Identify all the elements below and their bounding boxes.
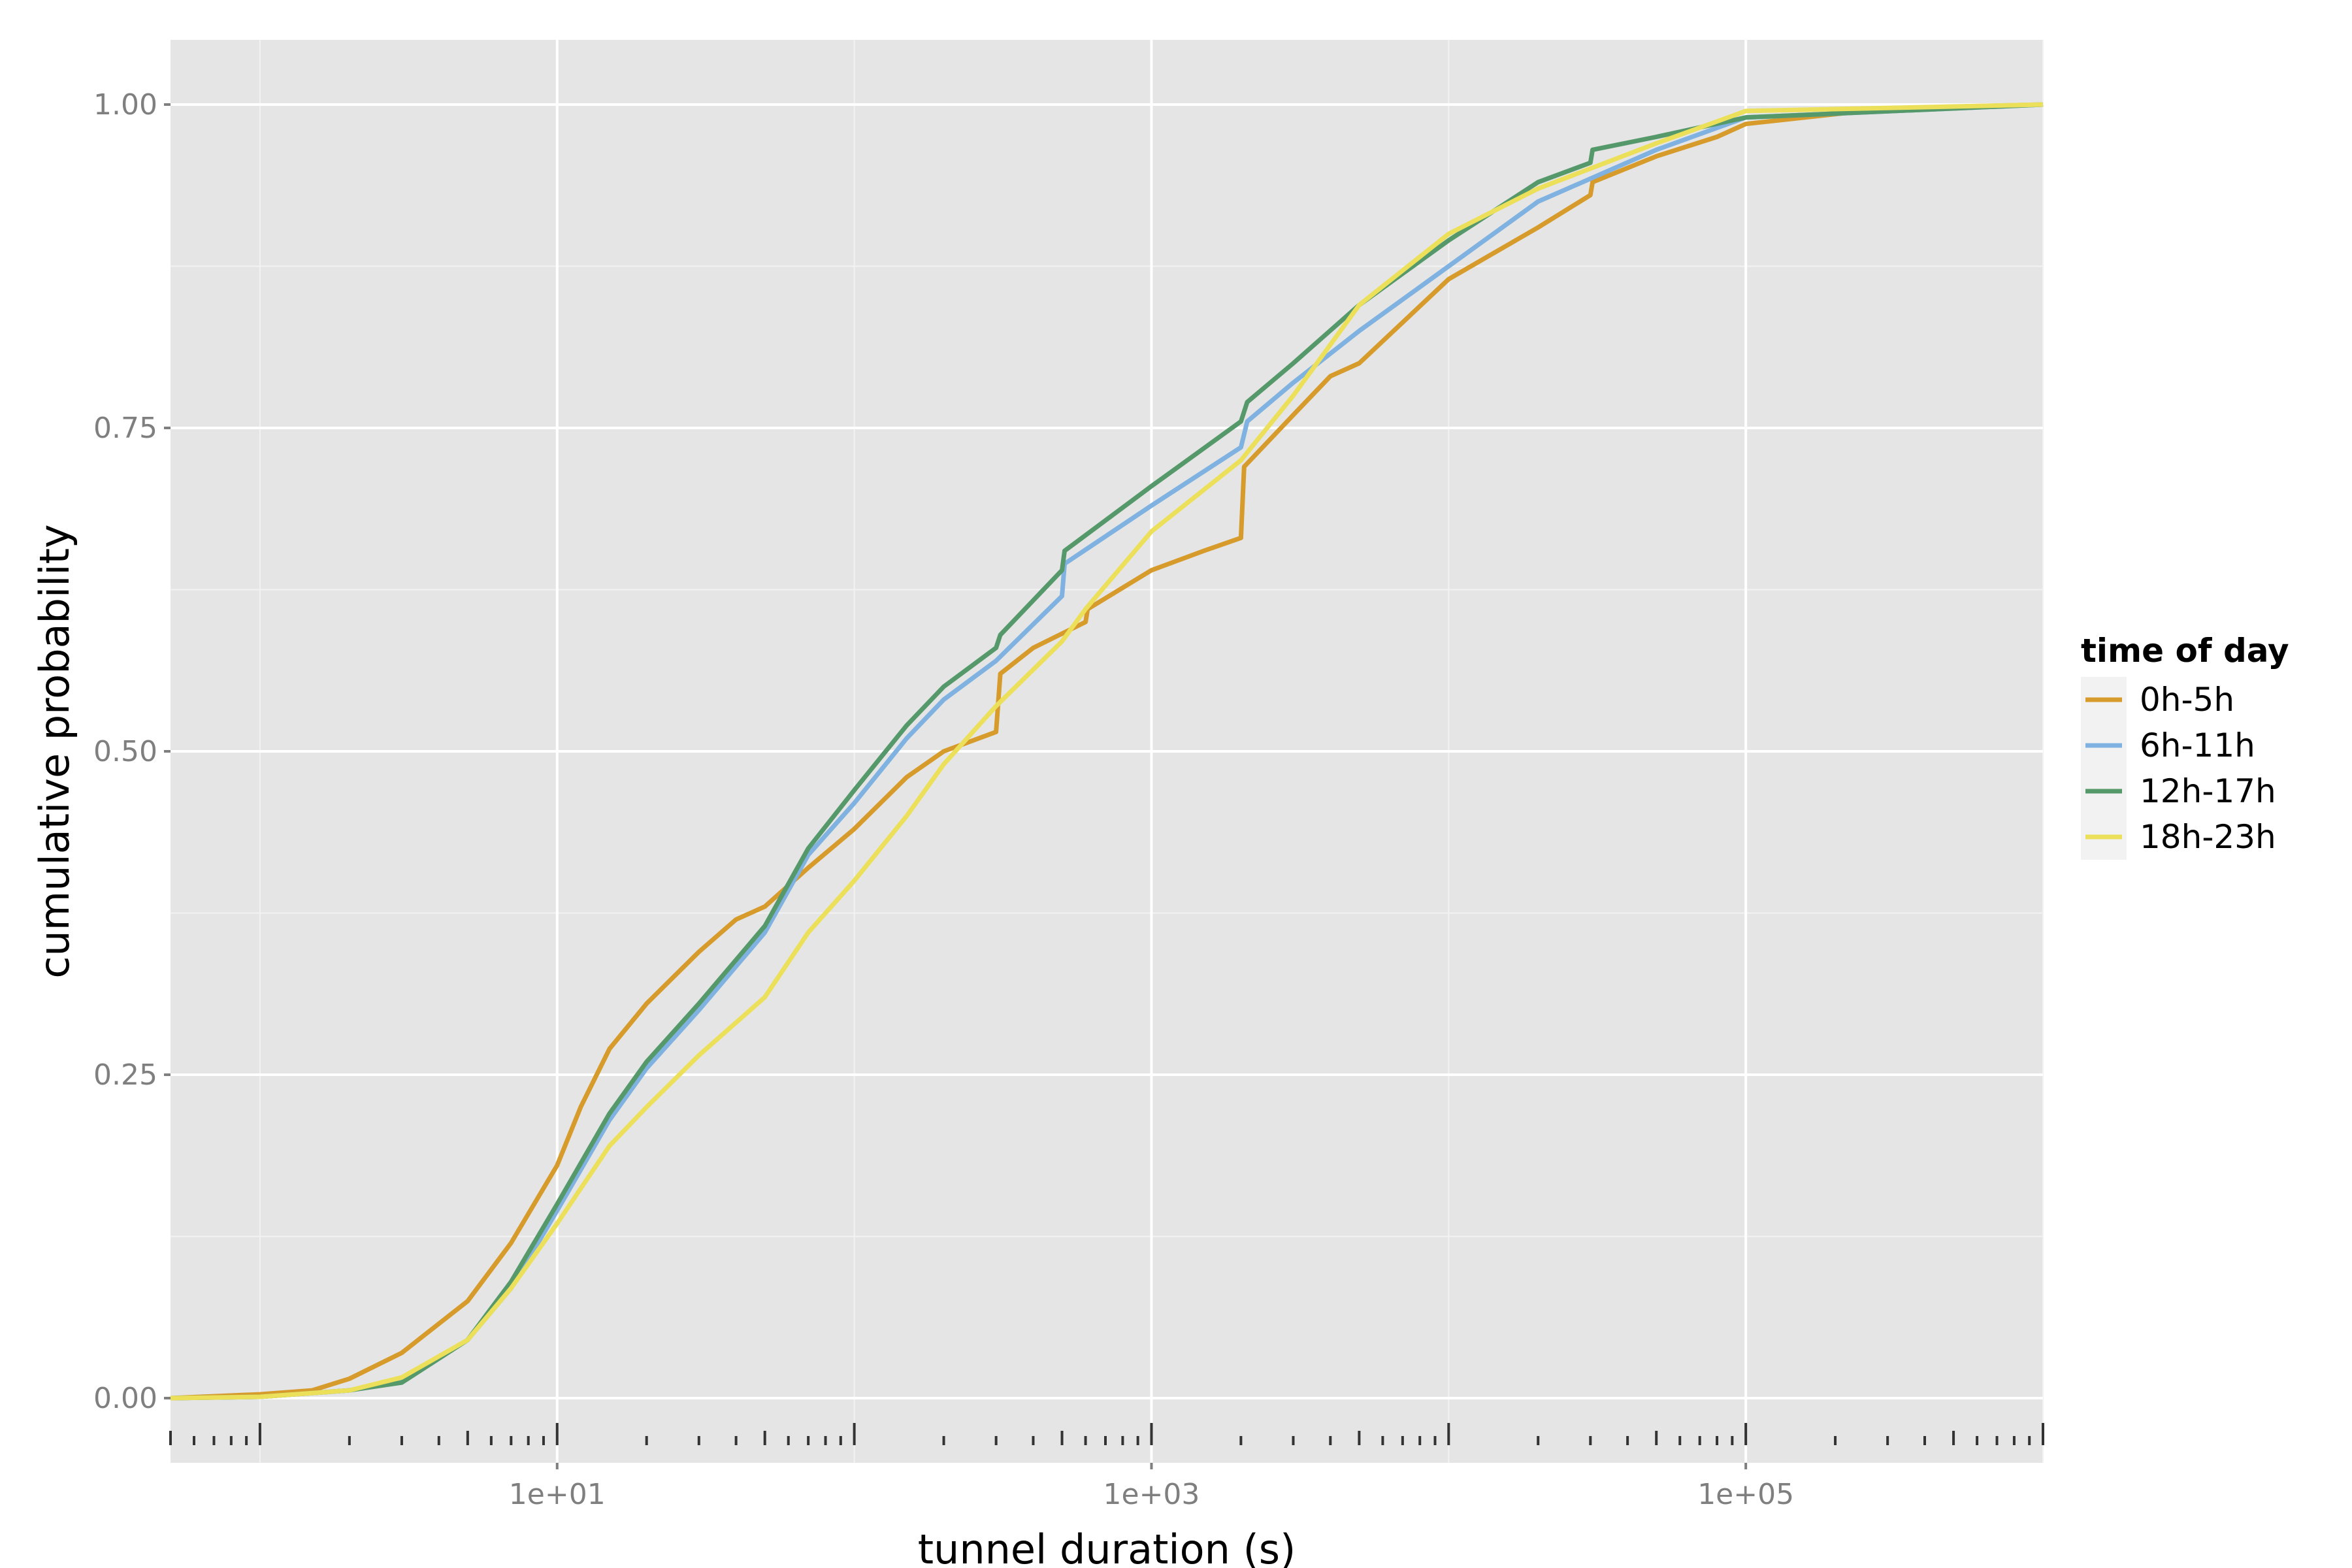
y-tick-label: 0.50 [93,735,157,768]
y-axis-ticks: 0.00 0.25 0.50 0.75 1.00 [93,88,171,1415]
legend-label: 12h-17h [2140,772,2276,810]
y-tick-label: 0.00 [93,1382,157,1415]
y-axis-title: cumulative probability [31,524,78,978]
x-tick-label: 1e+01 [509,1478,606,1511]
legend-title: time of day [2081,632,2289,670]
x-tick-label: 1e+03 [1103,1478,1200,1511]
series-lines [170,102,2044,1401]
x-axis-ticks: 1e+01 1e+03 1e+05 [169,1423,2044,1511]
y-tick-label: 0.75 [93,412,157,445]
legend: time of day 0h-5h 6h-11h 12h-17h 18h-23h [2081,632,2289,860]
legend-label: 18h-23h [2140,818,2276,856]
legend-label: 0h-5h [2140,681,2234,719]
series-line-18h-23h [170,102,2044,1401]
legend-label: 6h-11h [2140,727,2255,764]
y-tick-label: 0.25 [93,1058,157,1092]
x-tick-label: 1e+05 [1697,1478,1794,1511]
legend-items: 0h-5h 6h-11h 12h-17h 18h-23h [2081,677,2276,860]
x-axis-title: tunnel duration (s) [918,1526,1296,1568]
y-tick-label: 1.00 [93,88,157,122]
series-line-12h-17h [170,102,2044,1401]
series-line-0h-5h [170,102,2044,1401]
